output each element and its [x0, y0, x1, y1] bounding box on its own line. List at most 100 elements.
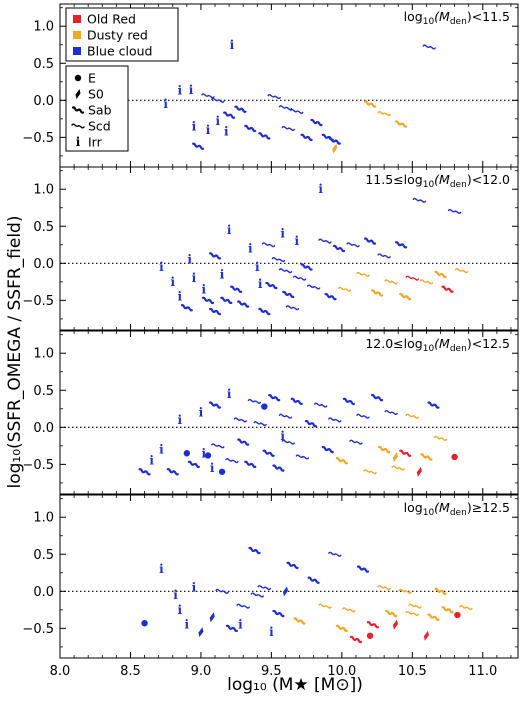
data-point: i [185, 618, 190, 632]
data-point [293, 617, 306, 625]
data-point [405, 413, 420, 419]
data-point [399, 292, 412, 301]
panel-frame [59, 494, 519, 659]
legend-label: Old Red [87, 12, 136, 27]
svg-text:i: i [159, 443, 164, 457]
data-point [180, 304, 193, 312]
svg-text:i: i [178, 413, 183, 427]
data-point [265, 281, 278, 290]
data-point [434, 587, 447, 596]
data-point: i [210, 461, 215, 475]
data-point [349, 635, 363, 644]
svg-text:i: i [238, 618, 243, 632]
data-point [282, 586, 288, 597]
data-point [342, 397, 355, 406]
data-point [292, 275, 307, 281]
svg-text:i: i [248, 242, 253, 256]
panel-2: −0.50.00.51.011.5≤log10(Mden)<12.0iiiiii… [22, 166, 519, 331]
data-point [422, 44, 436, 50]
data-point [220, 296, 233, 305]
data-point [441, 606, 454, 614]
svg-text:i: i [170, 275, 175, 289]
data-point [342, 607, 356, 613]
data-point [314, 402, 328, 408]
data-point [370, 289, 384, 297]
data-point: i [178, 603, 183, 617]
panel-label: 12.0≤log10(Mden)<12.5 [365, 336, 510, 354]
legend-label: Scd [88, 119, 111, 134]
data-point [187, 460, 200, 469]
data-point [356, 271, 370, 277]
data-point [261, 403, 268, 410]
data-point [253, 421, 267, 427]
y-tick-label: −0.5 [22, 131, 54, 146]
y-tick-label: −0.5 [22, 458, 54, 473]
data-point [423, 630, 429, 641]
panel-label: log10(Mden)≥12.5 [404, 500, 510, 518]
data-point [405, 275, 420, 281]
data-point: i [178, 290, 183, 304]
data-point [208, 307, 222, 316]
y-tick-label: 0.0 [33, 257, 54, 272]
data-point [433, 435, 448, 441]
data-point [307, 576, 320, 584]
data-point [335, 624, 348, 633]
legend-label: E [88, 71, 96, 86]
data-point: i [173, 588, 178, 602]
svg-text:i: i [149, 454, 154, 468]
y-tick-label: 0.0 [33, 421, 54, 436]
data-point: i [318, 182, 323, 196]
svg-text:i: i [280, 227, 285, 241]
data-point [427, 613, 440, 621]
data-point: i [294, 234, 299, 248]
data-point: i [227, 387, 232, 401]
data-point [198, 627, 204, 638]
data-point [363, 100, 377, 108]
data-point [290, 108, 304, 114]
data-point [230, 285, 243, 293]
color-legend-box [65, 7, 179, 62]
data-point [281, 125, 295, 131]
data-point [258, 307, 271, 316]
data-point [349, 439, 363, 445]
data-point [300, 263, 313, 271]
data-point [192, 142, 205, 150]
data-point [209, 612, 215, 623]
svg-text:i: i [269, 625, 274, 639]
data-point [332, 244, 346, 253]
y-tick-label: 1.0 [33, 347, 54, 362]
data-point [306, 284, 321, 290]
data-point [225, 624, 239, 633]
data-point: i [187, 253, 192, 267]
y-tick-label: 0.5 [33, 384, 54, 399]
svg-text:i: i [192, 119, 197, 133]
svg-text:i: i [163, 97, 168, 111]
data-point: i [220, 267, 225, 281]
y-tick-label: 0.5 [33, 57, 54, 72]
data-point: i [280, 227, 285, 241]
data-point [278, 413, 293, 419]
data-point: i [248, 242, 253, 256]
data-point [356, 413, 370, 419]
data-point [420, 453, 433, 461]
svg-text:i: i [178, 603, 183, 617]
data-point [208, 401, 222, 409]
data-point [271, 257, 286, 263]
svg-text:i: i [227, 387, 232, 401]
data-point [412, 197, 427, 203]
data-point [398, 588, 412, 594]
y-tick-label: −0.5 [22, 622, 54, 637]
data-point [377, 253, 391, 259]
x-tick-label: 8.5 [120, 664, 141, 679]
data-point [225, 458, 239, 464]
data-point: i [159, 443, 164, 457]
svg-text:i: i [185, 618, 190, 632]
data-point [286, 561, 299, 570]
data-point [138, 468, 151, 476]
svg-text:i: i [187, 253, 192, 267]
data-point [377, 585, 391, 591]
data-point [258, 132, 271, 140]
